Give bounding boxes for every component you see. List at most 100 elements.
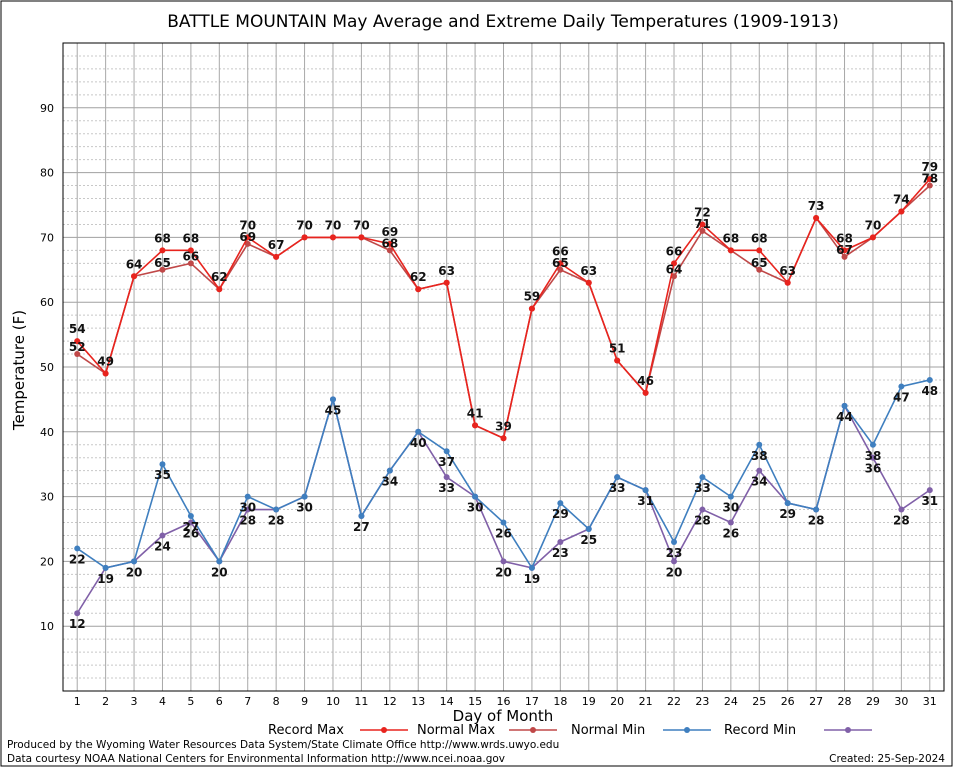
- legend-label-record-max: Record Max: [268, 723, 344, 738]
- data-label-record-max: 64: [126, 257, 143, 271]
- data-point-record-max: [585, 279, 592, 286]
- x-tick-label: 11: [354, 695, 368, 708]
- x-tick-label: 18: [553, 695, 567, 708]
- x-tick-label: 28: [838, 695, 852, 708]
- data-label-normal-max: 78: [921, 172, 938, 186]
- x-tick-label: 17: [525, 695, 539, 708]
- data-point-record-max: [926, 176, 933, 183]
- major-grid: [63, 43, 944, 691]
- data-label-normal-min: 30: [239, 501, 256, 515]
- legend-marker-normal-max: [530, 727, 536, 733]
- data-point-record-min: [443, 474, 450, 481]
- data-label-record-max: 51: [609, 342, 626, 356]
- data-label-normal-max: 66: [183, 249, 200, 263]
- data-point-record-min: [756, 467, 763, 474]
- data-label-record-max: 73: [808, 199, 825, 213]
- data-point-record-max: [841, 247, 848, 254]
- data-label-record-max: 70: [325, 218, 342, 232]
- data-point-normal-min: [642, 487, 649, 494]
- x-tick-label: 27: [809, 695, 823, 708]
- data-label-record-max: 62: [410, 270, 427, 284]
- chart-title: BATTLE MOUNTAIN May Average and Extreme …: [167, 12, 839, 32]
- data-label-record-min: 28: [694, 514, 711, 528]
- x-tick-label: 4: [159, 695, 166, 708]
- footer-produced-by: Produced by the Wyoming Water Resources …: [7, 739, 560, 751]
- legend: Record Max Normal Max Normal Min Record Min: [268, 723, 872, 738]
- data-label-record-min: 25: [580, 533, 597, 547]
- y-axis-ticks: 10 20 30 40 50 60 70 80 90: [40, 102, 54, 633]
- y-tick-label: 20: [40, 555, 54, 568]
- data-point-record-max: [187, 247, 194, 254]
- data-point-record-max: [329, 234, 336, 241]
- data-label-record-min: 29: [779, 507, 796, 521]
- data-point-normal-min: [756, 441, 763, 448]
- data-label-record-max: 70: [296, 218, 313, 232]
- x-tick-label: 30: [894, 695, 908, 708]
- data-point-normal-max: [841, 253, 848, 260]
- data-point-normal-min: [443, 448, 450, 455]
- data-label-record-min: 28: [268, 514, 285, 528]
- data-label-normal-max: 71: [694, 217, 711, 231]
- data-label-normal-min: 47: [893, 390, 910, 404]
- data-point-normal-min: [926, 376, 933, 383]
- data-label-record-max: 68: [751, 231, 768, 245]
- x-axis-label: Day of Month: [453, 707, 554, 725]
- data-point-record-max: [386, 240, 393, 247]
- x-tick-label: 5: [187, 695, 194, 708]
- data-label-record-min: 20: [126, 565, 143, 579]
- data-label-record-min: 44: [836, 410, 853, 424]
- data-point-normal-min: [869, 441, 876, 448]
- data-label-record-min: 31: [921, 494, 938, 508]
- legend-label-normal-max: Normal Max: [417, 723, 495, 738]
- x-tick-label: 23: [695, 695, 709, 708]
- data-point-record-max: [784, 279, 791, 286]
- data-point-record-min: [699, 506, 706, 513]
- legend-label-record-min: Record Min: [724, 723, 796, 738]
- data-point-record-max: [756, 247, 763, 254]
- data-label-normal-min: 38: [865, 449, 882, 463]
- data-point-record-min: [244, 506, 251, 513]
- data-point-record-max: [898, 208, 905, 215]
- data-point-record-min: [187, 519, 194, 526]
- data-label-normal-min: 26: [495, 527, 512, 541]
- data-point-record-min: [159, 532, 166, 539]
- data-label-record-max: 63: [779, 264, 796, 278]
- data-label-record-min: 26: [183, 527, 200, 541]
- data-point-normal-min: [301, 493, 308, 500]
- x-tick-label: 24: [724, 695, 738, 708]
- data-label-normal-max: 52: [69, 340, 86, 354]
- data-point-normal-max: [699, 227, 706, 234]
- data-label-record-max: 66: [552, 244, 569, 258]
- data-label-record-min: 30: [296, 501, 313, 515]
- data-point-record-max: [159, 247, 166, 254]
- footer-created-date: Created: 25-Sep-2024: [829, 753, 945, 765]
- data-label-record-max: 68: [723, 231, 740, 245]
- data-label-normal-max: 67: [836, 243, 853, 257]
- data-point-record-max: [273, 253, 280, 260]
- data-label-record-max: 72: [694, 205, 711, 219]
- data-point-normal-min: [500, 519, 507, 526]
- data-point-record-max: [472, 422, 479, 429]
- x-tick-label: 20: [610, 695, 624, 708]
- data-point-normal-min: [898, 383, 905, 390]
- data-point-record-max: [869, 234, 876, 241]
- y-tick-label: 30: [40, 491, 54, 504]
- data-label-record-max: 66: [666, 244, 683, 258]
- x-tick-label: 1: [74, 695, 81, 708]
- data-point-record-max: [614, 357, 621, 364]
- data-label-record-max: 70: [239, 218, 256, 232]
- footer-data-courtesy: Data courtesy NOAA National Centers for …: [7, 753, 506, 765]
- data-point-record-max: [528, 305, 535, 312]
- x-axis-ticks: 1 2 3 4 5 6 7 8 9 10 11 12 13 14 15 16 17 18 19 20 21 22 23 24 2…: [74, 695, 937, 708]
- legend-marker-record-min: [845, 727, 851, 733]
- data-point-record-max: [813, 214, 820, 221]
- data-point-record-min: [898, 506, 905, 513]
- data-label-record-min: 31: [637, 494, 654, 508]
- data-label-record-max: 68: [154, 231, 171, 245]
- data-label-record-min: 34: [381, 475, 398, 489]
- data-point-normal-max: [557, 266, 564, 273]
- data-point-normal-min: [472, 493, 479, 500]
- data-point-record-max: [642, 389, 649, 396]
- data-label-record-min: 45: [325, 403, 342, 417]
- y-tick-label: 40: [40, 426, 54, 439]
